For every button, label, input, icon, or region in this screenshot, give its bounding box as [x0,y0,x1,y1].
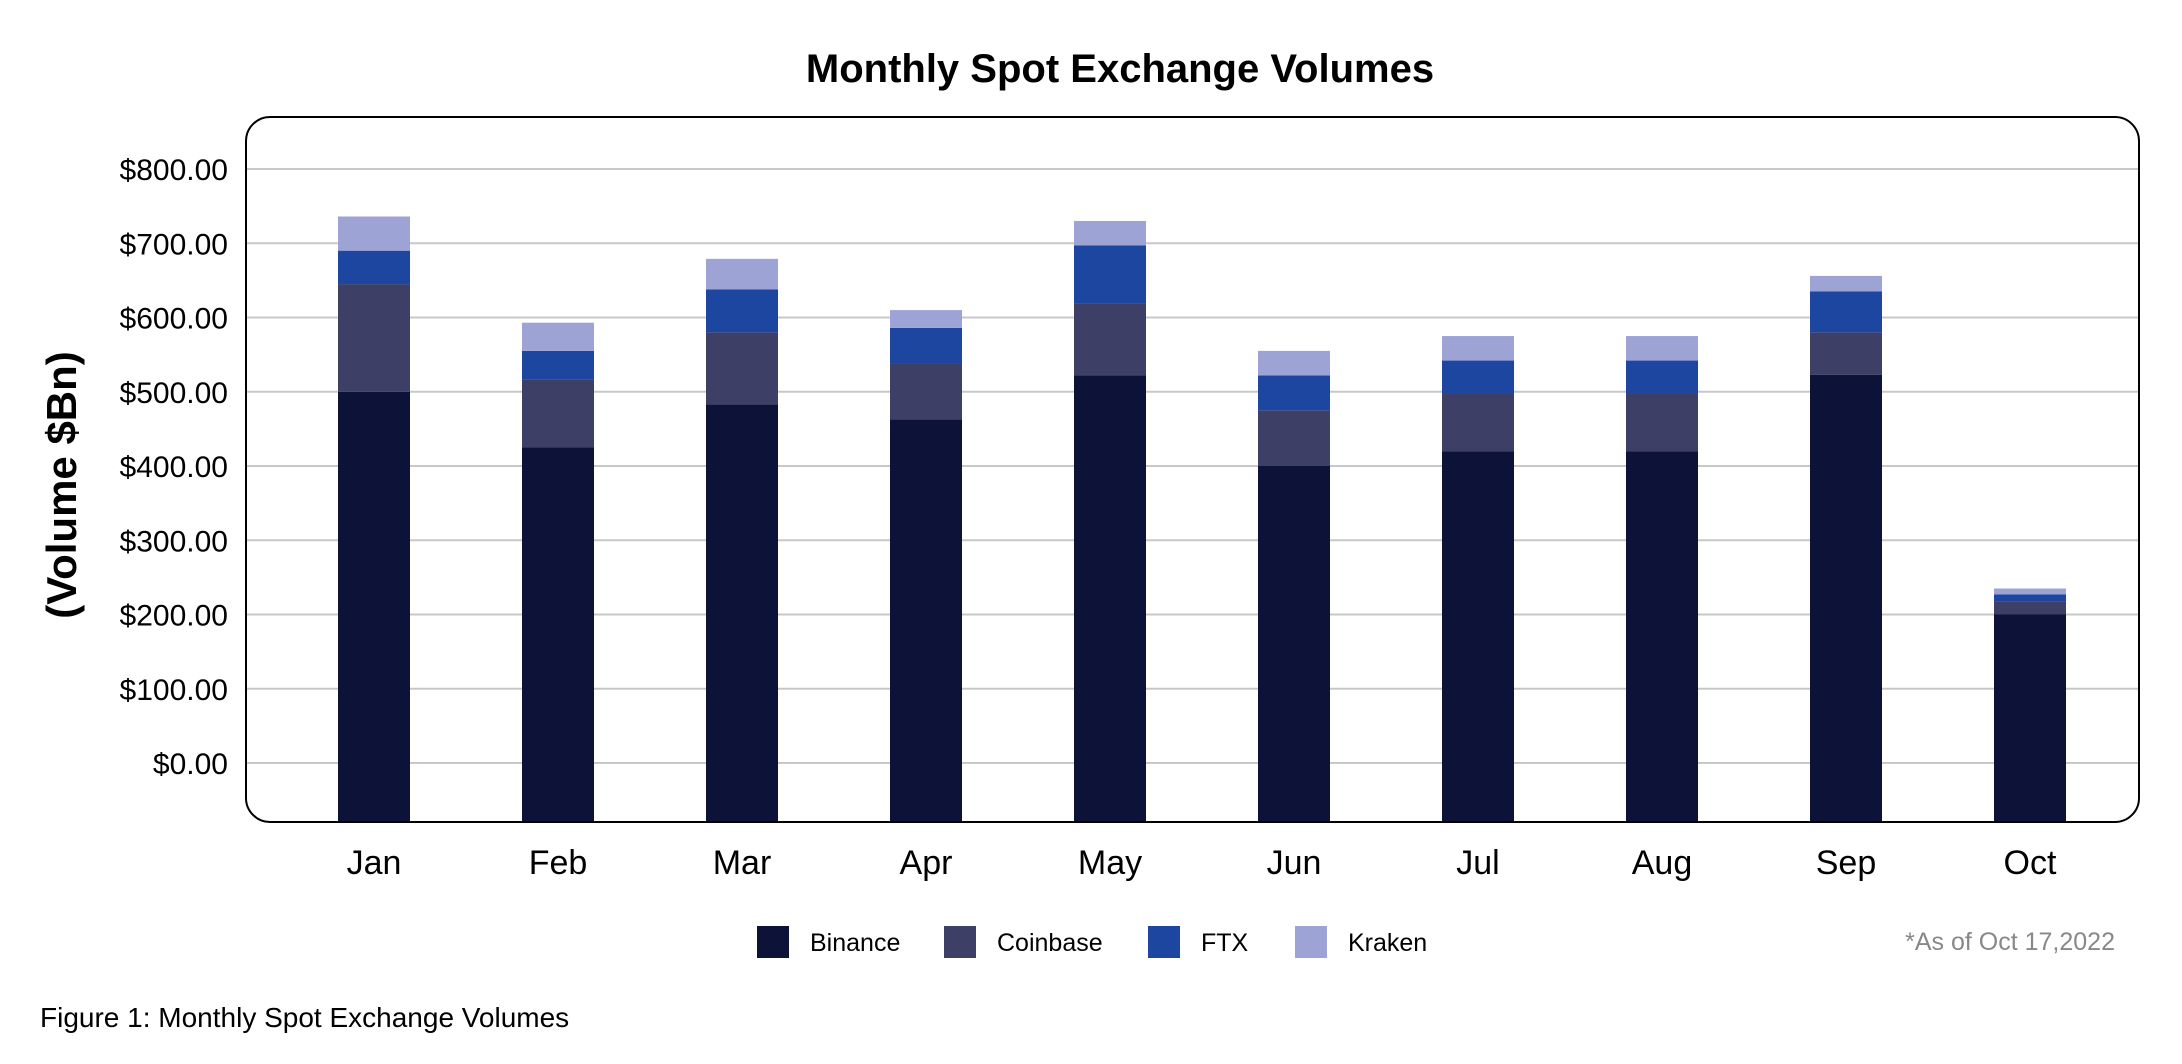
y-tick-label: $400.00 [120,451,228,484]
y-tick-label: $100.00 [120,674,228,707]
bar-segment-ftx [890,327,962,364]
bar-segment-kraken [522,322,594,351]
bar-segment-binance [1258,466,1330,821]
bar-segment-binance [1626,451,1698,821]
bar-segment-coinbase [1810,332,1882,375]
legend-label-binance: Binance [810,929,900,957]
bar-segment-ftx [1074,245,1146,304]
y-tick-label: $200.00 [120,600,228,633]
y-tick-label: $0.00 [153,748,228,781]
bar-segment-kraken [338,216,410,251]
x-tick-label: Jan [347,844,402,882]
x-tick-label: Oct [2004,844,2057,882]
bar-segment-coinbase [338,284,410,392]
bar-segment-ftx [1626,360,1698,394]
bar-segment-kraken [1810,275,1882,292]
legend-swatch-coinbase [944,926,976,958]
bar-segment-coinbase [1258,410,1330,466]
y-tick-label: $600.00 [120,303,228,336]
bar-segment-binance [1074,375,1146,821]
bar-segment-binance [1442,451,1514,821]
bar-segment-ftx [1994,594,2066,602]
bar-segment-kraken [890,310,962,328]
bar-segment-ftx [1442,360,1514,394]
x-tick-label: Sep [1816,844,1877,882]
bar-segment-ftx [706,289,778,333]
bar-segment-kraken [706,258,778,290]
bar-segment-kraken [1442,336,1514,361]
y-axis-ticks: $0.00 $100.00 $200.00 $300.00 $400.00 $500.00… [120,154,228,781]
x-tick-label: Aug [1632,844,1693,882]
bar-segment-coinbase [522,379,594,448]
bar-segment-ftx [338,250,410,285]
x-tick-label: Apr [900,844,953,882]
bar-segment-binance [1994,614,2066,821]
legend-label-coinbase: Coinbase [997,929,1103,957]
legend-swatch-ftx [1148,926,1180,958]
legend: Binance Coinbase FTX Kraken [757,926,1427,958]
bar-segment-binance [338,391,410,821]
y-tick-label: $500.00 [120,377,228,410]
bar-segment-ftx [522,350,594,380]
bar-segment-ftx [1258,375,1330,411]
x-tick-label: Jul [1456,844,1499,882]
x-tick-label: Mar [713,844,772,882]
legend-label-ftx: FTX [1201,929,1249,957]
bar-segment-binance [1810,374,1882,821]
bar-segment-kraken [1258,350,1330,376]
bar-segment-kraken [1074,220,1146,246]
legend-label-kraken: Kraken [1348,929,1427,957]
bar-segment-coinbase [706,332,778,405]
x-tick-label: Jun [1267,844,1322,882]
bar-segment-coinbase [1626,393,1698,452]
bar-segment-ftx [1810,291,1882,333]
bar-segment-binance [706,404,778,821]
x-tick-label: Feb [529,844,588,882]
bar-segment-coinbase [1442,393,1514,452]
bar-segment-binance [522,447,594,821]
bar-segment-coinbase [1074,303,1146,376]
y-tick-label: $800.00 [120,154,228,187]
bar-segment-kraken [1994,588,2066,595]
bar-segment-coinbase [1994,601,2066,615]
bar-segment-kraken [1626,336,1698,361]
chart-title: Monthly Spot Exchange Volumes [806,47,1434,91]
y-axis-label: (Volume $Bn) [38,351,85,619]
bar-segment-coinbase [890,363,962,420]
bars [338,216,2066,821]
x-tick-label: May [1078,844,1142,882]
x-axis-ticks: Jan Feb Mar Apr May Jun Jul Aug Sep Oct [347,844,2057,882]
legend-swatch-kraken [1295,926,1327,958]
bar-segment-binance [890,419,962,821]
y-tick-label: $700.00 [120,228,228,261]
plot-frame [245,116,2140,823]
as-of-note: *As of Oct 17,2022 [1905,928,2115,956]
y-tick-label: $300.00 [120,525,228,558]
figure-caption: Figure 1: Monthly Spot Exchange Volumes [40,1002,569,1033]
legend-swatch-binance [757,926,789,958]
